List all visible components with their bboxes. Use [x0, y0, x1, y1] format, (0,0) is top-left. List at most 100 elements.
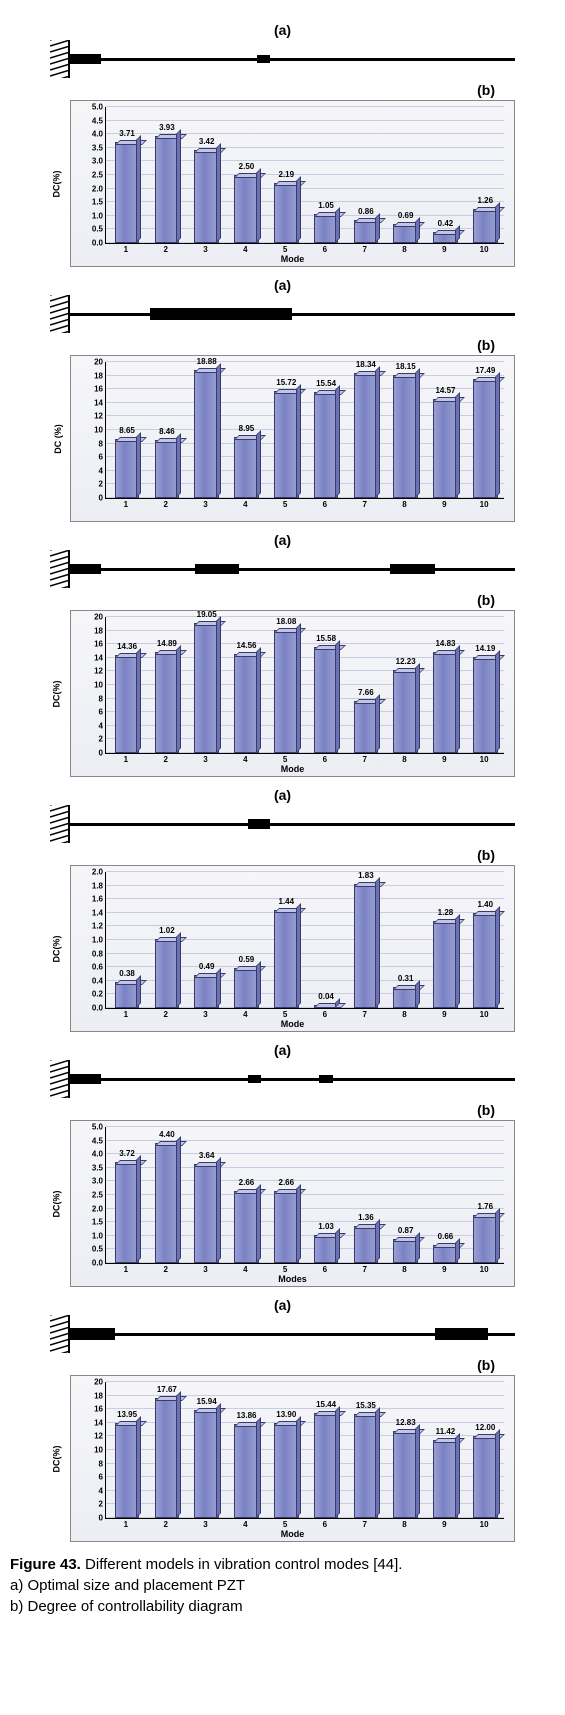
bar: 3.72 — [115, 1162, 140, 1263]
x-tick-label: 8 — [402, 1263, 406, 1274]
bar-value-label: 3.64 — [199, 1151, 215, 1160]
y-tick-label: 4 — [99, 466, 106, 475]
beam-line — [70, 1078, 515, 1081]
bar: 7.66 — [354, 701, 379, 753]
x-axis-label: Mode — [281, 764, 305, 774]
bar-value-label: 1.03 — [318, 1222, 334, 1231]
bar-value-label: 2.66 — [239, 1178, 255, 1187]
y-axis-label: DC(%) — [52, 170, 62, 197]
plot-area: 0.00.20.40.60.81.01.21.41.61.82.00.3811.… — [105, 872, 504, 1009]
bar-value-label: 15.94 — [197, 1397, 217, 1406]
bar: 8.95 — [234, 437, 259, 498]
y-tick-label: 6 — [99, 708, 106, 717]
bar-value-label: 1.83 — [358, 871, 374, 880]
subplot-b-label: (b) — [10, 592, 555, 608]
y-tick-label: 1.4 — [92, 908, 106, 917]
subplot-a-label: (a) — [10, 277, 555, 293]
bar-value-label: 8.46 — [159, 427, 175, 436]
x-tick-label: 9 — [442, 1008, 446, 1019]
bar-value-label: 1.28 — [438, 908, 454, 917]
bar-value-label: 2.66 — [278, 1178, 294, 1187]
x-tick-label: 9 — [442, 753, 446, 764]
bar-value-label: 0.66 — [438, 1232, 454, 1241]
y-tick-label: 8 — [99, 1459, 106, 1468]
bar-value-label: 3.42 — [199, 137, 215, 146]
bar: 0.69 — [393, 224, 418, 243]
bar-value-label: 1.36 — [358, 1213, 374, 1222]
pzt-block — [70, 1074, 101, 1084]
subplot-a-label: (a) — [10, 22, 555, 38]
y-tick-label: 1.0 — [92, 936, 106, 945]
y-tick-label: 18 — [94, 1391, 106, 1400]
x-axis-label: Mode — [281, 1529, 305, 1539]
y-tick-label: 2.0 — [92, 1204, 106, 1213]
bar-value-label: 0.59 — [239, 955, 255, 964]
bar-value-label: 0.42 — [438, 219, 454, 228]
bar-chart: DC (%)024681012141618208.6518.46218.8838… — [70, 355, 515, 522]
subplot-b-label: (b) — [10, 1357, 555, 1373]
y-tick-label: 0.5 — [92, 1245, 106, 1254]
beam-diagram — [70, 1060, 515, 1100]
bar: 17.67 — [155, 1398, 180, 1518]
y-tick-label: 18 — [94, 626, 106, 635]
pzt-block — [248, 1075, 261, 1083]
x-tick-label: 5 — [283, 498, 287, 509]
bar-value-label: 0.38 — [119, 969, 135, 978]
bar: 2.66 — [234, 1191, 259, 1263]
bar-value-label: 17.67 — [157, 1385, 177, 1394]
bar: 19.05 — [194, 623, 219, 753]
x-tick-label: 7 — [362, 753, 366, 764]
y-tick-label: 0.0 — [92, 1259, 106, 1268]
subplot-b-label: (b) — [10, 337, 555, 353]
y-tick-label: 1.0 — [92, 1231, 106, 1240]
bar-value-label: 15.35 — [356, 1401, 376, 1410]
x-tick-label: 6 — [323, 1008, 327, 1019]
x-tick-label: 7 — [362, 243, 366, 254]
bar-value-label: 13.86 — [236, 1411, 256, 1420]
fixed-support-icon — [50, 40, 70, 78]
beam-line — [70, 313, 515, 316]
bar: 18.08 — [274, 630, 299, 753]
fixed-support-icon — [50, 295, 70, 333]
y-tick-label: 14 — [94, 1418, 106, 1427]
bar: 0.86 — [354, 220, 379, 243]
bar: 2.66 — [274, 1191, 299, 1263]
x-axis-label: Modes — [278, 1274, 307, 1284]
bar: 0.49 — [194, 975, 219, 1008]
bar-value-label: 2.50 — [239, 162, 255, 171]
gridline — [106, 375, 504, 376]
bar-value-label: 17.49 — [475, 366, 495, 375]
bar: 15.94 — [194, 1410, 219, 1518]
panel-group-3: (a)(b)DC(%)Mode0246810121416182014.36114… — [10, 532, 555, 777]
bar: 0.31 — [393, 987, 418, 1008]
bar: 1.26 — [473, 209, 498, 243]
beam-diagram — [70, 295, 515, 335]
beam-line — [70, 568, 515, 571]
bar-value-label: 3.71 — [119, 129, 135, 138]
gridline — [106, 1126, 504, 1127]
y-tick-label: 4 — [99, 1486, 106, 1495]
x-tick-label: 6 — [323, 753, 327, 764]
fixed-support-icon — [50, 1060, 70, 1098]
x-tick-label: 6 — [323, 1518, 327, 1529]
bar-value-label: 1.76 — [477, 1202, 493, 1211]
plot-area: 0246810121416182013.95117.67215.94313.86… — [105, 1382, 504, 1519]
bar: 3.64 — [194, 1164, 219, 1263]
pzt-block — [390, 564, 435, 574]
y-tick-label: 4.0 — [92, 1150, 106, 1159]
x-tick-label: 5 — [283, 243, 287, 254]
y-tick-label: 2 — [99, 735, 106, 744]
y-tick-label: 0 — [99, 494, 106, 503]
x-tick-label: 4 — [243, 243, 247, 254]
subplot-a-label: (a) — [10, 1042, 555, 1058]
y-tick-label: 12 — [94, 667, 106, 676]
bar-value-label: 1.26 — [477, 196, 493, 205]
caption-line-a: a) Optimal size and placement PZT — [10, 1577, 245, 1594]
subplot-a-label: (a) — [10, 787, 555, 803]
bar-value-label: 11.42 — [436, 1427, 456, 1436]
panel-group-2: (a) (b) DC (%)024681012141618208.6518.4621… — [10, 277, 555, 522]
x-tick-label: 5 — [283, 1518, 287, 1529]
bar: 1.36 — [354, 1226, 379, 1263]
bar: 0.42 — [433, 232, 458, 243]
y-tick-label: 4.5 — [92, 116, 106, 125]
